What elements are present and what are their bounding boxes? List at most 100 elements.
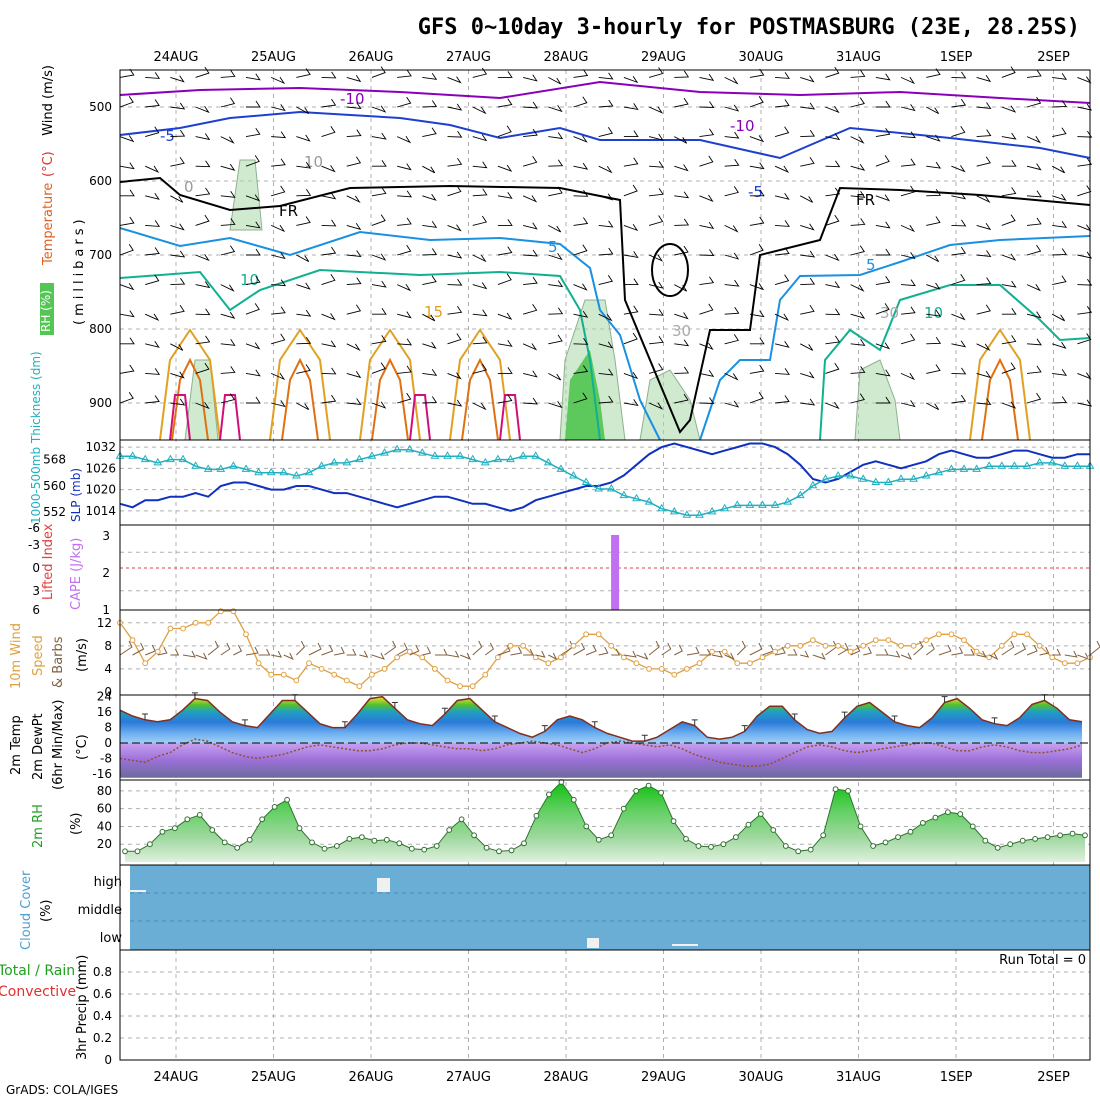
rh-point [882,839,889,846]
thickness-point [556,464,566,472]
thickness-point [468,454,478,463]
surface-barb [523,648,534,656]
rh-point [334,843,340,849]
thickness-point [644,497,654,505]
wind-barb [497,394,513,404]
wind-barb [1026,217,1042,226]
wind-barb [523,397,539,405]
wind-barb [623,157,639,167]
surface-barb [623,650,637,658]
thickness-point [758,500,767,508]
wind-barb [951,246,967,256]
thickness-point [405,444,415,453]
wind-barb [346,250,362,258]
wind-speed-point [457,683,464,690]
rh-point [695,843,702,849]
wind-barb [371,66,386,78]
thickness-point [367,451,377,459]
wind-barb [648,363,664,374]
minmax-bar [491,715,498,722]
temp-tick: -8 [100,751,112,765]
surface-barb [661,642,672,656]
wind-barb [220,245,236,256]
rh-point [1032,836,1038,842]
wind-barb [1001,132,1017,140]
thickness-point [417,448,427,456]
wind-barb [321,367,337,375]
wind-speed-point [318,666,325,672]
surface-barb [850,644,861,656]
precip-tick: 0.8 [93,965,112,979]
temp-tick: -16 [92,767,112,781]
surface-barb [119,640,133,656]
rh-label-bg [40,283,54,335]
wind-barb [649,160,664,168]
rh-point [1044,834,1051,840]
wind-barb [1077,333,1092,345]
wind-barb [900,333,916,345]
surface-barb [409,644,420,656]
wind-barb [775,99,790,108]
wind-speed-point [406,648,413,655]
wind-barb [674,70,690,78]
wind-barb [800,223,815,231]
rh-point [483,844,490,851]
surface-barb [472,640,483,656]
thickness-point [506,454,515,463]
wind-barb [900,224,916,233]
isotherm-25 [499,394,521,441]
wind-barb [1001,214,1016,226]
thickness-point [581,477,591,485]
wind-barb [774,126,790,138]
wind-barb [119,364,135,374]
surface-barb [976,650,987,658]
wind-barb [800,195,814,203]
wind-barb [774,313,790,321]
wind-barb [850,245,865,256]
wind-speed-point [545,660,552,667]
minmax-bar [791,713,798,720]
wind-barb [523,128,538,138]
wind-speed-point [583,631,589,638]
wind-barb [900,76,916,85]
wind-barb [1001,335,1017,345]
wind-barb [120,337,135,345]
thickness-point [191,461,200,469]
li-tick: 0 [32,561,40,575]
wind-barb [699,303,714,315]
thickness-point [732,500,742,508]
wind-barb [523,249,539,257]
wind-speed-point [432,666,438,672]
wind-speed-point [696,660,703,667]
isotherm-15 [449,328,511,441]
wind-barb [346,195,361,204]
wind-barb [346,371,362,379]
wind-barb [825,308,841,316]
wind-barb [422,369,438,376]
ylabel-cape: CAPE (J/kg) [69,538,84,610]
wind-barb [1026,96,1042,108]
wind-barb [548,132,564,140]
rh-point [757,811,764,817]
wind-barb [800,75,815,83]
wind-barb [850,366,866,374]
date-labels: 24AUG 24AUG 25AUG 25AUG 26AUG 26AUG 27AUG 27AUG… [153,50,1069,1085]
wind-barb [775,72,790,79]
wind-barb [472,309,488,317]
wind-barb [120,189,135,197]
wind-barb [397,244,412,256]
wind-tick: 8 [104,639,112,653]
wind-speed-point [369,671,375,678]
wind-speed-point [961,637,967,643]
slp-tick: 1020 [85,483,116,497]
rh-point [196,812,203,818]
rh-point [1057,832,1063,839]
wind-barb [1077,306,1093,315]
wind-speed-point [948,631,955,638]
rh-point [1082,832,1088,839]
wind-barb [900,372,916,381]
wind-speed-point [973,648,980,655]
li-tick: 3 [32,584,40,598]
surface-barb [648,640,660,656]
rh-point [845,788,851,794]
